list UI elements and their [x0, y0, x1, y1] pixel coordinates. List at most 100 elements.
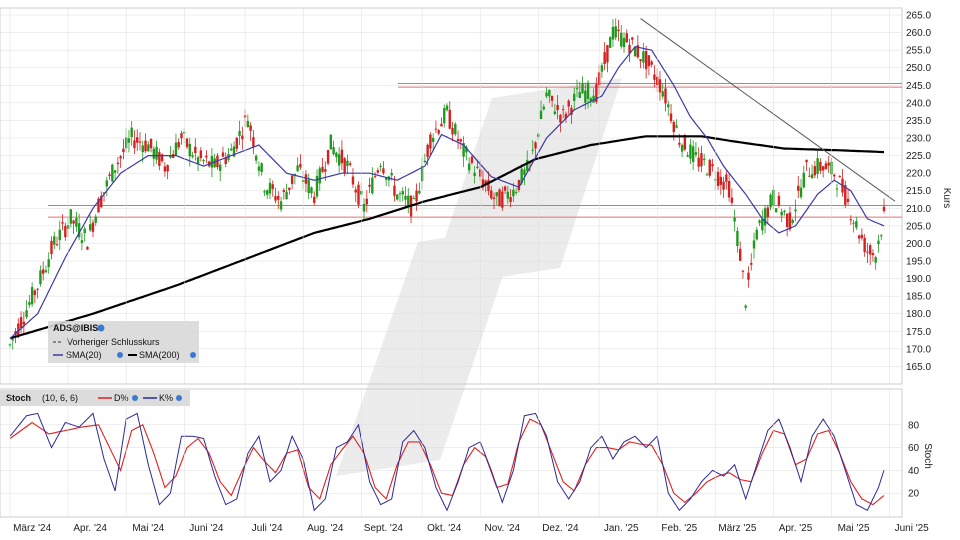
- candle-body: [221, 152, 225, 157]
- candle-body: [116, 162, 120, 165]
- candle-body: [191, 155, 194, 157]
- candle-body: [844, 185, 847, 205]
- candle-body: [733, 217, 736, 222]
- candle-body: [412, 198, 416, 200]
- candle-body: [282, 190, 286, 192]
- candle-body: [465, 147, 468, 153]
- candle-body: [669, 113, 673, 122]
- candle-body: [680, 144, 684, 152]
- candle-body: [307, 179, 310, 194]
- month-label: Juli '24: [252, 523, 283, 534]
- legend-symbol-icon[interactable]: [97, 324, 105, 332]
- resistance-lines: [48, 83, 902, 218]
- stoch-tick-label: 80: [908, 420, 920, 431]
- candle-body: [177, 141, 180, 148]
- legend-sma200-icon[interactable]: [190, 352, 196, 358]
- candle-body: [230, 148, 233, 151]
- candle-body: [180, 133, 183, 139]
- candle-body: [268, 182, 272, 194]
- candle-body: [777, 195, 781, 206]
- candle-body: [210, 156, 214, 168]
- candle-body: [431, 137, 435, 142]
- price-tick-label: 265.0: [906, 11, 931, 22]
- candle-body: [279, 201, 283, 210]
- candle-body: [61, 222, 64, 224]
- candle-body: [821, 166, 825, 171]
- candle-body: [368, 184, 371, 187]
- candle-body: [398, 193, 402, 195]
- candle-body: [64, 225, 67, 238]
- candle-body: [664, 88, 667, 104]
- candle-body: [644, 50, 648, 70]
- candle-body: [705, 174, 709, 176]
- month-label: Juni '25: [895, 523, 930, 534]
- candle-body: [783, 210, 786, 212]
- price-tick-label: 220.0: [906, 169, 931, 180]
- candle-body: [138, 141, 142, 143]
- candle-body: [313, 196, 316, 203]
- candle-body: [429, 134, 432, 149]
- candle-body: [738, 248, 742, 261]
- candle-body: [614, 26, 617, 38]
- candle-body: [620, 32, 623, 47]
- price-tick-label: 180.0: [906, 309, 931, 320]
- candle-body: [130, 127, 133, 138]
- candle-body: [141, 145, 144, 153]
- candle-body: [490, 190, 493, 199]
- stoch-axis-title: Stoch: [922, 443, 933, 469]
- x-axis-months: März '24 Apr. '24 Mai '24 Juni '24 Juli '24 A…: [9, 8, 930, 534]
- price-tick-label: 215.0: [906, 186, 931, 197]
- candle-body: [550, 95, 554, 101]
- candle-body: [75, 218, 78, 227]
- stoch-tick-label: 20: [908, 489, 920, 500]
- candle-body: [617, 29, 620, 32]
- candle-body: [418, 190, 421, 194]
- price-tick-label: 255.0: [906, 46, 931, 57]
- candle-body: [672, 121, 675, 132]
- candle-body: [642, 51, 645, 63]
- stoch-legend-k-icon[interactable]: [176, 395, 182, 401]
- candle-body: [384, 177, 388, 180]
- candle-body: [152, 148, 156, 159]
- candle-body: [730, 197, 734, 203]
- candle-body: [459, 139, 463, 142]
- price-tick-label: 170.0: [906, 344, 931, 355]
- price-tick-label: 190.0: [906, 274, 931, 285]
- candle-body: [390, 172, 393, 176]
- candle-body: [83, 228, 86, 234]
- candle-body: [158, 152, 161, 166]
- candle-body: [794, 209, 797, 212]
- candle-body: [769, 194, 772, 208]
- candle-body: [249, 125, 252, 131]
- legend-sma20-icon[interactable]: [117, 352, 123, 358]
- candle-body: [315, 175, 319, 197]
- candle-body: [526, 160, 529, 171]
- candle-body: [343, 158, 346, 173]
- candle-body: [91, 222, 95, 232]
- candle-body: [808, 175, 811, 177]
- stoch-legend-d-icon[interactable]: [132, 395, 138, 401]
- candle-body: [802, 172, 805, 188]
- candle-body: [711, 163, 714, 167]
- price-tick-label: 175.0: [906, 327, 931, 338]
- price-legend: ADS@IBIS Vorheriger Schlusskurs SMA(20) …: [48, 321, 199, 363]
- candle-body: [382, 168, 385, 174]
- candle-body: [722, 181, 725, 190]
- candle-body: [30, 287, 34, 305]
- candle-body: [365, 198, 368, 205]
- candle-body: [219, 164, 222, 171]
- candle-body: [514, 191, 518, 193]
- candle-body: [89, 224, 92, 231]
- candle-body: [573, 93, 576, 102]
- candle-body: [371, 177, 374, 194]
- candle-body: [199, 150, 203, 158]
- candle-body: [354, 189, 357, 193]
- candle-body: [863, 237, 866, 253]
- candle-body: [846, 198, 850, 202]
- candle-body: [741, 270, 745, 272]
- candle-body: [799, 187, 803, 198]
- candle-body: [470, 156, 474, 163]
- candle-body: [238, 130, 241, 136]
- candle-body: [404, 195, 407, 200]
